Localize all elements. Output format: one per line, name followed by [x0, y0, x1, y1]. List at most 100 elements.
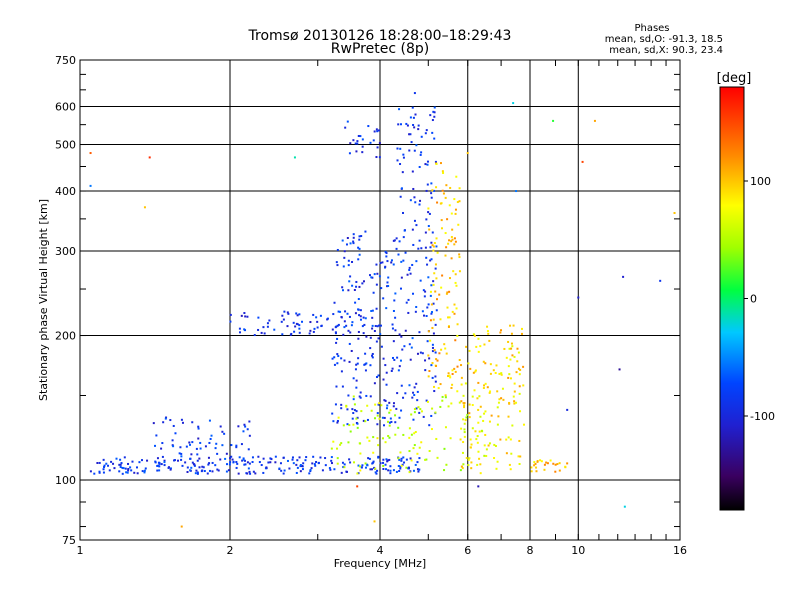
- y-tick-label: 600: [55, 101, 76, 114]
- data-point: [483, 412, 486, 415]
- data-point: [172, 445, 175, 448]
- data-point: [160, 447, 163, 450]
- data-point: [341, 289, 344, 292]
- data-point: [386, 260, 389, 263]
- data-point: [252, 470, 255, 473]
- axes: 1 2 4 6 8 10 16 75 100 200 300 400 500 600 750: [55, 54, 687, 557]
- data-point: [357, 472, 360, 475]
- data-point: [357, 134, 360, 137]
- data-point: [189, 443, 192, 446]
- data-point: [355, 150, 358, 153]
- data-point: [167, 466, 170, 469]
- data-point: [444, 394, 447, 397]
- data-point: [463, 431, 466, 434]
- data-point: [112, 462, 115, 465]
- data-point: [397, 253, 400, 256]
- data-point: [554, 470, 557, 473]
- data-point: [375, 472, 378, 475]
- data-point: [400, 464, 403, 467]
- data-point: [278, 467, 281, 470]
- data-point: [382, 378, 385, 381]
- data-point: [375, 283, 378, 286]
- data-point: [316, 326, 319, 329]
- data-point: [546, 462, 549, 465]
- data-point: [121, 466, 124, 469]
- colorbar-tick-label: -100: [750, 410, 775, 423]
- data-point: [244, 315, 247, 318]
- data-point: [133, 471, 136, 474]
- data-point: [235, 466, 238, 469]
- data-point: [519, 368, 522, 371]
- data-point: [148, 156, 151, 159]
- data-point: [371, 309, 374, 312]
- data-point: [370, 276, 373, 279]
- data-point: [510, 452, 513, 455]
- data-point: [238, 327, 241, 330]
- data-point: [444, 396, 447, 399]
- data-point: [552, 119, 555, 122]
- data-point: [425, 129, 428, 132]
- data-point: [451, 369, 454, 372]
- data-point: [286, 311, 289, 314]
- data-point: [413, 444, 416, 447]
- data-point: [156, 464, 159, 467]
- data-point: [348, 315, 351, 318]
- data-point: [203, 470, 206, 473]
- data-point: [458, 253, 461, 256]
- data-point: [349, 430, 352, 433]
- data-point: [248, 470, 251, 473]
- data-point: [444, 196, 447, 199]
- data-point: [381, 437, 384, 440]
- data-point: [262, 326, 265, 329]
- data-point: [474, 369, 477, 372]
- data-point: [443, 469, 446, 472]
- data-point: [507, 415, 510, 418]
- data-point: [517, 351, 520, 354]
- data-point: [345, 243, 348, 246]
- data-point: [364, 462, 367, 465]
- data-point: [431, 362, 434, 365]
- data-point: [110, 460, 113, 463]
- data-point: [296, 466, 299, 469]
- x-tick-label: 1: [77, 544, 84, 557]
- data-point: [377, 444, 380, 447]
- data-point: [413, 219, 416, 222]
- data-point: [477, 408, 480, 411]
- data-point: [437, 387, 440, 390]
- data-point: [369, 395, 372, 398]
- data-point: [396, 356, 399, 359]
- data-point: [89, 470, 92, 473]
- data-point: [274, 455, 277, 458]
- data-point: [413, 386, 416, 389]
- data-point: [494, 445, 497, 448]
- y-tick-label: 750: [55, 54, 76, 67]
- data-point: [223, 432, 226, 435]
- data-point: [486, 325, 489, 328]
- data-point: [618, 368, 621, 371]
- data-point: [410, 346, 413, 349]
- data-point: [247, 467, 250, 470]
- data-point: [432, 318, 435, 321]
- data-point: [477, 381, 480, 384]
- data-point: [475, 438, 478, 441]
- data-point: [435, 245, 438, 248]
- data-point: [477, 350, 480, 353]
- data-point: [352, 240, 355, 243]
- data-point: [436, 456, 439, 459]
- data-point: [289, 333, 292, 336]
- data-point: [141, 470, 144, 473]
- data-point: [473, 334, 476, 337]
- data-point: [448, 316, 451, 319]
- data-point: [508, 347, 511, 350]
- data-point: [426, 306, 429, 309]
- data-point: [269, 457, 272, 460]
- data-point: [387, 469, 390, 472]
- data-point: [447, 372, 450, 375]
- data-point: [353, 288, 356, 291]
- data-point: [355, 386, 358, 389]
- data-point: [417, 406, 420, 409]
- data-point: [405, 301, 408, 304]
- data-point: [163, 464, 166, 467]
- data-point: [380, 324, 383, 327]
- data-point: [341, 461, 344, 464]
